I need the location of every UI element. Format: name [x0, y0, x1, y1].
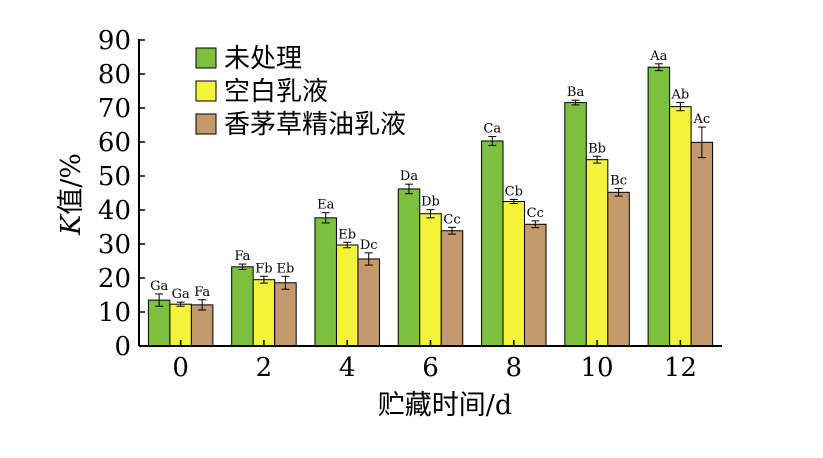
- y-tick-label: 50: [98, 162, 131, 192]
- data-label: Da: [400, 169, 418, 184]
- bar: [419, 213, 442, 347]
- data-label: Ba: [567, 85, 585, 100]
- bar: [607, 191, 630, 347]
- x-axis-title: 贮藏时间/d: [378, 390, 512, 421]
- bar: [481, 140, 504, 347]
- data-label: Cc: [527, 206, 544, 221]
- data-label: Ga: [150, 279, 168, 294]
- legend-swatch: [195, 47, 217, 69]
- data-label: Eb: [338, 227, 356, 242]
- y-tick-label: 60: [98, 128, 131, 158]
- bar: [524, 223, 547, 347]
- x-tick-label: 8: [506, 353, 523, 383]
- bar: [147, 299, 171, 347]
- data-label: Eb: [277, 261, 295, 276]
- y-tick-label: 0: [114, 332, 131, 362]
- data-label: Fa: [234, 249, 250, 264]
- bar: [502, 201, 526, 347]
- bar: [669, 106, 692, 347]
- bar: [440, 230, 464, 347]
- data-label: Ea: [317, 198, 334, 213]
- bar: [190, 304, 214, 347]
- y-axis-title-italic: K: [56, 213, 87, 236]
- bar: [585, 159, 609, 347]
- y-tick-label: 40: [98, 196, 131, 226]
- legend-label: 香茅草精油乳液: [224, 110, 406, 140]
- legend-swatch: [195, 113, 217, 135]
- bar: [169, 303, 192, 347]
- y-tick-label: 30: [98, 230, 131, 260]
- y-tick-label: 10: [98, 298, 131, 328]
- data-label: Ga: [172, 287, 190, 302]
- legend-label: 未处理: [224, 44, 302, 74]
- bar: [314, 217, 337, 347]
- data-label: Dc: [360, 238, 378, 253]
- x-tick-label: 12: [664, 353, 697, 383]
- bar: [231, 266, 254, 347]
- data-label: Fb: [255, 261, 272, 276]
- data-label: Ab: [670, 88, 689, 103]
- data-label: Bb: [588, 141, 606, 156]
- x-tick-label: 4: [339, 353, 356, 383]
- data-label: Fa: [194, 285, 210, 300]
- y-tick-label: 20: [98, 264, 131, 294]
- bar: [397, 188, 421, 347]
- data-label: Cc: [443, 212, 460, 227]
- legend-swatch: [195, 80, 217, 102]
- bar: [252, 279, 276, 347]
- bar: [564, 102, 587, 347]
- y-axis-title-rest: 值/%: [56, 153, 87, 215]
- bar: [647, 66, 671, 347]
- data-label: Db: [421, 195, 440, 210]
- x-tick-label: 2: [256, 353, 273, 383]
- data-label: Cb: [505, 184, 523, 199]
- y-axis-title: K值/%: [56, 153, 87, 236]
- legend-label: 空白乳液: [224, 77, 328, 107]
- data-label: Aa: [649, 49, 667, 64]
- data-label: Ac: [693, 112, 711, 127]
- data-label: Ca: [483, 122, 501, 137]
- bar: [357, 258, 380, 347]
- bar: [274, 282, 297, 347]
- bar: [690, 141, 714, 347]
- y-tick-label: 70: [98, 94, 131, 124]
- axes-layer: 0 10 20 30 40 50 60 70 80 90 0 2 4 6 8 10 12: [98, 26, 722, 383]
- bar: [335, 244, 359, 347]
- data-label: Bc: [610, 174, 627, 189]
- x-tick-label: 6: [422, 353, 439, 383]
- x-tick-label: 0: [172, 353, 189, 383]
- y-tick-label: 80: [98, 60, 131, 90]
- x-tick-label: 10: [581, 353, 614, 383]
- y-tick-label: 90: [98, 26, 131, 56]
